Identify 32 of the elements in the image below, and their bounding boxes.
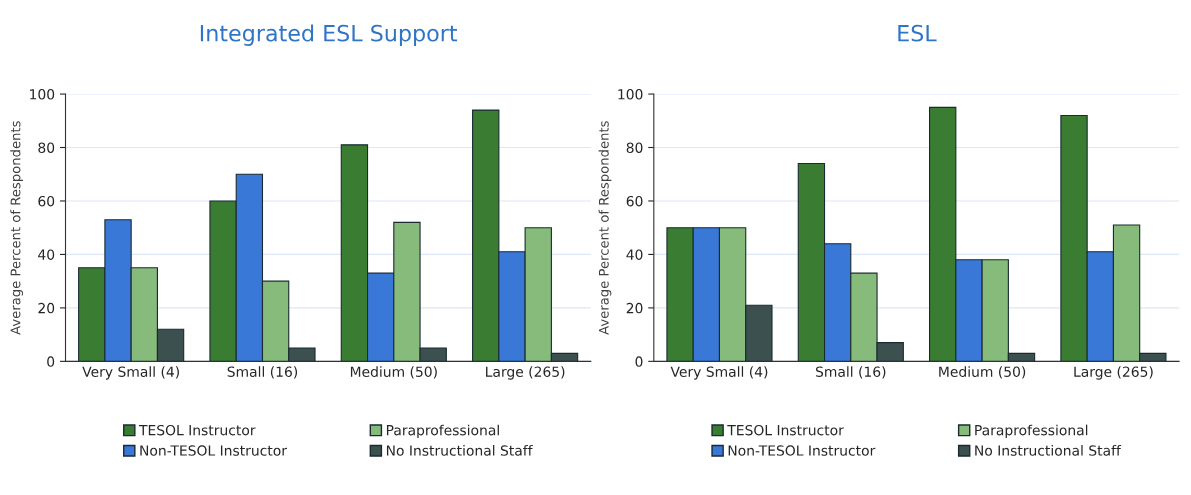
y-tick-label: 100 xyxy=(618,89,643,100)
y-tick-label: 0 xyxy=(635,356,643,367)
x-tick-label: Small (16) xyxy=(227,366,298,379)
y-tick-label: 60 xyxy=(38,195,55,207)
y-axis-title: Average Percent of Respondents xyxy=(598,121,612,335)
legend-label: No Instructional Staff xyxy=(975,445,1122,456)
legend-label: Paraprofessional xyxy=(975,424,1088,439)
y-tick-label: 0 xyxy=(47,356,55,367)
y-tick-label: 40 xyxy=(38,249,55,260)
x-tick-label: Medium (50) xyxy=(350,366,437,379)
y-tick-label: 20 xyxy=(626,302,643,314)
y-tick-label: 80 xyxy=(38,142,55,153)
x-tick-label: Very Small (4) xyxy=(82,366,179,380)
y-tick-label: 80 xyxy=(626,142,643,153)
chart-title: Integrated ESL Support xyxy=(200,24,458,46)
legend-label: TESOL Instructor xyxy=(727,424,844,436)
legend-label: Non-TESOL Instructor xyxy=(140,445,287,456)
y-tick-label: 40 xyxy=(626,249,643,260)
y-tick-label: 100 xyxy=(30,89,55,100)
y-tick-label: 60 xyxy=(626,195,643,207)
x-tick-label: Very Small (4) xyxy=(670,366,768,380)
y-tick-label: 20 xyxy=(38,302,55,314)
legend-label: Non-TESOL Instructor xyxy=(728,445,876,456)
chart-title: ESL xyxy=(898,24,937,42)
x-tick-label: Large (265) xyxy=(486,366,565,380)
legend-label: TESOL Instructor xyxy=(138,424,256,436)
legend-label: No Instructional Staff xyxy=(386,445,533,456)
x-tick-label: Large (265) xyxy=(1074,366,1153,380)
x-tick-label: Small (16) xyxy=(815,366,886,379)
y-axis-title: Average Percent of Respondents xyxy=(10,121,24,335)
x-tick-label: Medium (50) xyxy=(939,366,1026,379)
legend-label: Paraprofessional xyxy=(386,424,499,439)
